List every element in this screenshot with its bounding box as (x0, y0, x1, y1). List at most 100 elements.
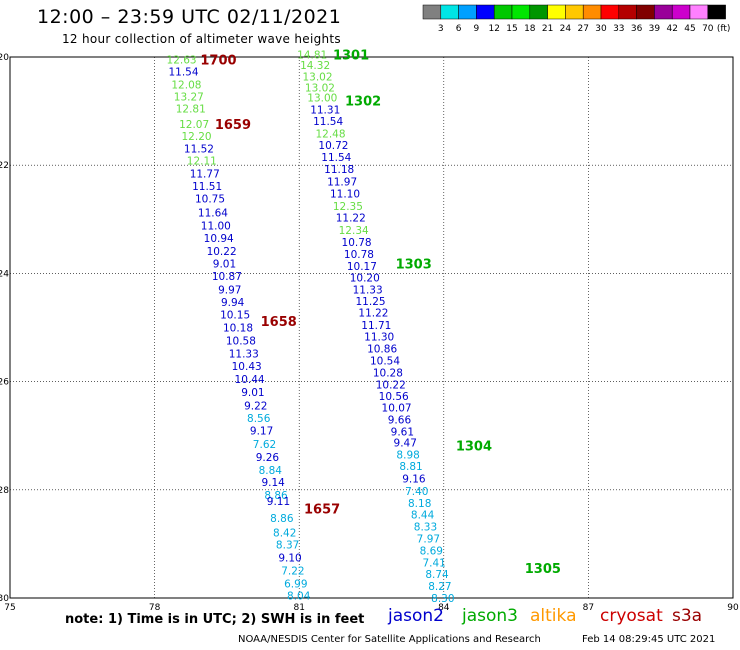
wave-height-value: 6.99 (284, 578, 307, 590)
wave-height-value: 13.27 (174, 91, 204, 103)
wave-height-value: 9.61 (391, 426, 414, 438)
wave-height-value: 11.30 (364, 332, 394, 344)
wave-height-value: 14.32 (300, 60, 330, 72)
colorbar-legend: 3 6 9 12 15 18 21 24 27 30 33 36 39 42 45 70 (ft) (422, 4, 730, 34)
wave-height-value: 10.44 (235, 374, 265, 386)
axis-ticks: 75 78 81 84 87 90 -20 -22 -24 -26 -28 -30 (0, 53, 739, 613)
wave-height-value: 10.56 (379, 391, 409, 403)
wave-height-value: 8.04 (287, 590, 311, 602)
wave-height-value: 11.22 (336, 213, 366, 225)
x-tick-label: 78 (149, 603, 161, 613)
wave-height-value: 9.66 (388, 414, 412, 426)
wave-height-value: 11.64 (198, 207, 228, 219)
wave-height-value: 8.27 (428, 581, 451, 593)
wave-height-value: 12.63 (167, 55, 197, 67)
x-tick-label: 81 (293, 603, 304, 613)
wave-height-value: 8.37 (276, 539, 299, 551)
colorbar-label: 27 (577, 24, 588, 34)
colorbar-label: 9 (474, 24, 480, 34)
wave-height-value: 10.20 (350, 273, 380, 285)
wave-height-value: 9.26 (256, 452, 280, 464)
wave-height-value: 7.62 (253, 439, 276, 451)
generated-timestamp: Feb 14 08:29:45 UTC 2021 (582, 634, 716, 645)
colorbar-label: 33 (613, 24, 624, 34)
y-tick-label: -26 (0, 378, 9, 388)
wave-height-value: 9.11 (267, 496, 290, 508)
wave-height-value: 10.28 (373, 367, 403, 379)
wave-height-value: 9.17 (250, 425, 273, 437)
y-tick-label: -30 (0, 594, 9, 604)
wave-height-value: 12.81 (176, 103, 206, 115)
y-tick-label: -24 (0, 269, 9, 279)
x-tick-label: 84 (438, 603, 450, 613)
legend-jason2: jason2 (388, 606, 444, 626)
wave-height-value: 9.22 (244, 400, 267, 412)
wave-height-value: 10.78 (342, 237, 372, 249)
wave-height-value: 7.41 (422, 557, 445, 569)
wave-height-value: 10.72 (318, 140, 348, 152)
wave-height-value: 11.25 (356, 296, 386, 308)
x-tick-label: 75 (4, 603, 15, 613)
pass-time-label: 1304 (456, 439, 492, 454)
wave-height-value: 8.84 (259, 465, 283, 477)
wave-height-value: 9.47 (394, 438, 417, 450)
pass-time-label: 1658 (261, 315, 297, 330)
wave-height-value: 8.86 (270, 513, 294, 525)
wave-height-value: 12.08 (171, 80, 201, 92)
map-frame (9, 56, 734, 599)
wave-height-value: 9.16 (402, 473, 426, 485)
wave-height-value: 11.54 (168, 67, 198, 79)
wave-height-value: 7.97 (417, 533, 440, 545)
wave-height-value: 8.56 (247, 413, 271, 425)
wave-height-value: 10.22 (207, 246, 237, 258)
colorbar-label: 21 (542, 24, 553, 34)
wave-height-value: 10.17 (347, 261, 377, 273)
wave-height-value: 11.51 (192, 181, 222, 193)
legend-jason3: jason3 (462, 606, 518, 626)
colorbar-swatch (707, 4, 726, 20)
colorbar-label: 42 (666, 24, 677, 34)
colorbar-label: 15 (506, 24, 517, 34)
colorbar-swatch (511, 4, 531, 20)
wave-height-value: 12.34 (339, 225, 369, 237)
colorbar-swatch (493, 4, 513, 20)
wave-height-value: 7.22 (281, 565, 304, 577)
legend-altika: altika (530, 606, 577, 626)
wave-height-value: 11.18 (324, 164, 354, 176)
x-tick-label: 90 (727, 603, 739, 613)
colorbar-swatch (565, 4, 584, 20)
legend-cryosat: cryosat (600, 606, 663, 626)
wave-height-value: 11.33 (229, 348, 259, 360)
wave-height-value: 11.54 (313, 116, 343, 128)
wave-height-value: 8.44 (411, 510, 435, 522)
pass-time-label: 1305 (525, 562, 561, 577)
wave-height-value: 9.10 (278, 552, 301, 564)
colorbar-swatch (529, 4, 548, 20)
wave-height-value: 10.94 (204, 233, 234, 245)
colorbar-swatch (618, 4, 637, 20)
wave-height-value: 8.98 (396, 450, 419, 462)
wave-height-value: 9.97 (218, 285, 241, 297)
wave-height-value: 12.11 (187, 155, 217, 167)
colorbar-label: 24 (560, 24, 572, 34)
pass-time-label: 1657 (304, 503, 340, 518)
colorbar-label: 45 (684, 24, 695, 34)
credit-line: NOAA/NESDIS Center for Satellite Applica… (238, 634, 541, 645)
wave-height-value: 8.33 (414, 522, 437, 534)
wave-height-value: 10.58 (226, 335, 256, 347)
wave-height-value: 14.81 (297, 49, 327, 61)
page-subtitle: 12 hour collection of altimeter wave hei… (62, 32, 341, 46)
colorbar-swatch (476, 4, 495, 20)
colorbar-swatch (671, 4, 691, 20)
colorbar-label: 36 (631, 24, 643, 34)
wave-height-value: 11.22 (358, 307, 388, 319)
colorbar-swatch (689, 4, 709, 20)
wave-height-value: 8.74 (425, 569, 449, 581)
wave-height-value: 10.78 (344, 249, 374, 261)
wave-height-value: 12.35 (333, 201, 363, 213)
y-tick-label: -28 (0, 486, 9, 496)
pass-time-label: 1303 (396, 258, 432, 273)
wave-height-value: 10.86 (367, 344, 397, 356)
colorbar-label: 3 (438, 24, 444, 34)
wave-height-value: 9.94 (221, 297, 245, 309)
